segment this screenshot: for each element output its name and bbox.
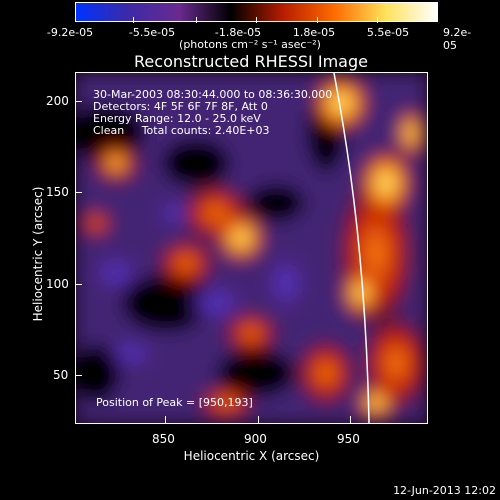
- solar-limb-curve: [333, 73, 370, 423]
- timestamp: 12-Jun-2013 12:02: [393, 484, 496, 497]
- rhessi-image: [76, 73, 427, 423]
- colorbar-ticks: [75, 17, 438, 23]
- x-tick-label: 900: [244, 432, 267, 446]
- y-axis-ticks: [75, 72, 83, 424]
- x-axis-label: Heliocentric X (arcsec): [183, 449, 320, 463]
- colorbar-gradient: [76, 3, 437, 21]
- detectors: Detectors: 4F 5F 6F 7F 8F, Att 0: [93, 100, 268, 113]
- y-tick-label: 200: [46, 94, 69, 108]
- colorbar-tick-label: 5.5e-05: [366, 26, 410, 39]
- y-axis-label: Heliocentric Y (arcsec): [31, 186, 45, 322]
- info-block: 30-Mar-2003 08:30:44.000 to 08:36:30.000…: [93, 89, 332, 137]
- x-tick-label: 850: [152, 432, 175, 446]
- colorbar-tick-label: 1.8e-05: [292, 26, 336, 39]
- colorbar-tick-label: -1.8e-05: [214, 26, 262, 39]
- colorbar-units: (photons cm⁻² s⁻¹ asec⁻²): [179, 38, 321, 51]
- method-counts: Clean Total counts: 2.40E+03: [93, 124, 270, 137]
- x-axis-ticks: [75, 416, 428, 424]
- image-title: Reconstructed RHESSI Image: [134, 52, 368, 71]
- colorbar-tick-label: 9.2e-05: [443, 26, 472, 52]
- colorbar-tick-label: -9.2e-05: [46, 26, 94, 39]
- peak-position: Position of Peak = [950,193]: [96, 396, 253, 409]
- y-tick-label: 100: [46, 277, 69, 291]
- y-tick-label: 50: [53, 368, 69, 382]
- time-range: 30-Mar-2003 08:30:44.000 to 08:36:30.000: [93, 88, 333, 101]
- y-tick-label: 150: [46, 185, 69, 199]
- energy-range: Energy Range: 12.0 - 25.0 keV: [93, 112, 261, 125]
- colorbar-tick-label: -5.5e-05: [128, 26, 176, 39]
- colorbar-tick-labels: -9.2e-05 -5.5e-05 -1.8e-05 1.8e-05 5.5e-…: [0, 0, 500, 52]
- x-tick-label: 950: [337, 432, 360, 446]
- image-frame: 30-Mar-2003 08:30:44.000 to 08:36:30.000…: [75, 72, 428, 424]
